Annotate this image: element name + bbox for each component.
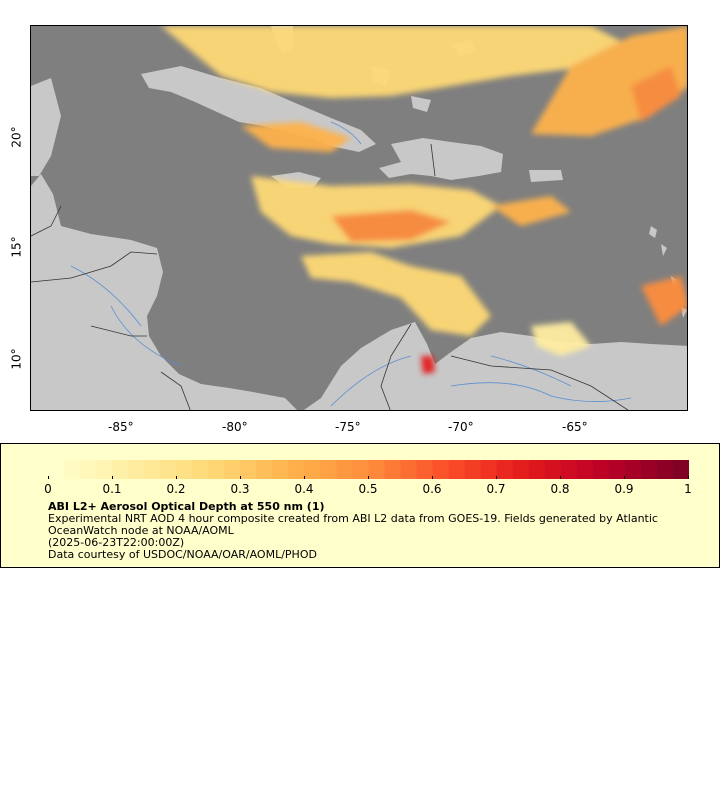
colorbar-swatch xyxy=(48,460,65,479)
colorbar-swatch xyxy=(64,460,81,479)
map-panel[interactable] xyxy=(30,25,688,411)
colorbar-swatch xyxy=(304,460,322,479)
colorbar-labels: 0 0.1 0.2 0.3 0.4 0.5 0.6 0.7 0.8 0.9 1 xyxy=(44,482,692,498)
lat-tick-label: 20° xyxy=(9,126,24,148)
lon-tick-label: -65° xyxy=(562,420,588,434)
colorbar-swatch xyxy=(416,460,434,479)
colorbar-swatch xyxy=(160,460,177,479)
colorbar-swatch xyxy=(288,460,305,479)
colorbar-label: 0.4 xyxy=(294,482,314,496)
rivers xyxy=(70,121,632,407)
colorbar-swatch xyxy=(576,460,594,479)
lon-tick-label: -80° xyxy=(222,420,248,434)
lat-tick-label: 15° xyxy=(9,236,24,258)
plume-south xyxy=(301,252,491,336)
colorbar-swatch xyxy=(128,460,145,479)
lat-tick-label: 10° xyxy=(9,348,24,370)
colorbar-swatch xyxy=(192,460,209,479)
colorbar-swatch xyxy=(80,460,97,479)
colorbar-swatch xyxy=(624,460,642,479)
central-america xyxy=(31,174,297,410)
legend-credit: Data courtesy of USDOC/NOAA/OAR/AOML/PHO… xyxy=(48,548,317,561)
map-canvas[interactable] xyxy=(31,26,688,411)
plume-cuba-south xyxy=(241,122,351,152)
colorbar-swatch xyxy=(640,460,658,479)
colorbar-label: 0.9 xyxy=(614,482,634,496)
colorbar-swatch xyxy=(672,460,689,479)
aerosol-plumes xyxy=(161,26,687,374)
colorbar-swatch xyxy=(400,460,418,479)
colorbar-swatch xyxy=(352,460,370,479)
colorbar-label: 0.2 xyxy=(166,482,186,496)
colorbar-swatch xyxy=(96,460,113,479)
plume-east xyxy=(491,196,571,226)
lon-tick-label: -85° xyxy=(108,420,134,434)
puerto-rico xyxy=(529,170,563,182)
plume-antilles xyxy=(641,276,687,326)
colorbar-label: 0.1 xyxy=(102,482,122,496)
plume-spot xyxy=(421,356,435,374)
colorbar-label: 1 xyxy=(684,482,692,496)
colorbar-swatch xyxy=(512,460,530,479)
legend-title: ABI L2+ Aerosol Optical Depth at 550 nm … xyxy=(48,500,325,513)
colorbar-swatch xyxy=(176,460,193,479)
colorbar-label: 0 xyxy=(44,482,52,496)
colorbar-swatch xyxy=(208,460,225,479)
colorbar-label: 0.8 xyxy=(550,482,570,496)
colorbar-swatch xyxy=(656,460,674,479)
lon-tick-label: -75° xyxy=(335,420,361,434)
colorbar-swatch xyxy=(608,460,626,479)
plume-mid xyxy=(251,176,501,248)
legend-timestamp: (2025-06-23T22:00:00Z) xyxy=(48,536,185,549)
colorbar-swatch xyxy=(320,460,338,479)
colorbar-swatch xyxy=(560,460,578,479)
colorbar-swatch xyxy=(112,460,129,479)
colorbar-swatch xyxy=(240,460,257,479)
colorbar-swatch xyxy=(256,460,273,479)
colorbar-label: 0.3 xyxy=(230,482,250,496)
colorbar-swatch xyxy=(464,460,482,479)
legend-description: Experimental NRT AOD 4 hour composite cr… xyxy=(48,512,658,537)
plume-north-hot xyxy=(631,66,681,122)
plume-north xyxy=(161,26,631,98)
colorbar-swatch xyxy=(496,460,514,479)
colorbar-swatch xyxy=(144,460,161,479)
colorbar xyxy=(48,460,689,479)
colorbar-swatch xyxy=(480,460,498,479)
colorbar-swatch xyxy=(272,460,289,479)
colorbar-swatch xyxy=(528,460,546,479)
hispaniola xyxy=(379,138,503,180)
yucatan xyxy=(31,78,61,176)
legend-text: ABI L2+ Aerosol Optical Depth at 550 nm … xyxy=(48,501,688,561)
colorbar-label: 0.5 xyxy=(358,482,378,496)
colorbar-label: 0.6 xyxy=(422,482,442,496)
lon-tick-label: -70° xyxy=(448,420,474,434)
colorbar-label: 0.7 xyxy=(486,482,506,496)
legend-panel: 0 0.1 0.2 0.3 0.4 0.5 0.6 0.7 0.8 0.9 1 … xyxy=(0,443,720,568)
plume-venezuela xyxy=(531,322,591,356)
borders xyxy=(31,143,629,410)
colorbar-swatch xyxy=(224,460,241,479)
colorbar-swatch xyxy=(592,460,610,479)
colorbar-swatch xyxy=(336,460,354,479)
colorbar-swatch xyxy=(544,460,562,479)
colorbar-swatch xyxy=(432,460,450,479)
colorbar-swatch xyxy=(368,460,386,479)
colorbar-swatch xyxy=(384,460,402,479)
plume-mid-hot xyxy=(331,210,451,242)
colorbar-swatch xyxy=(448,460,466,479)
